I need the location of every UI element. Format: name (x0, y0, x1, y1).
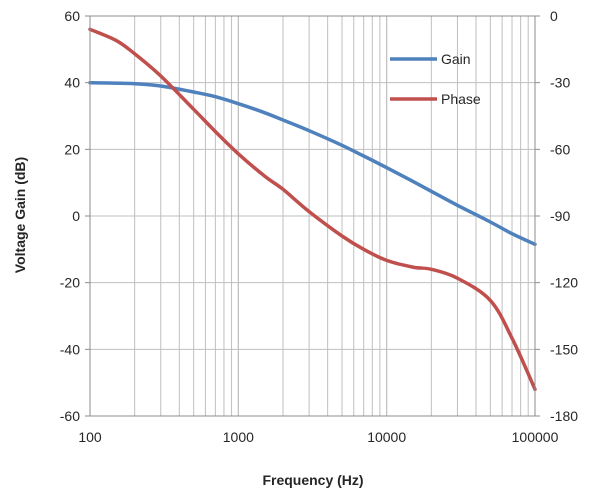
y2-tick-label: 0 (550, 8, 558, 24)
legend-label-phase: Phase (441, 91, 481, 107)
y-tick-label: 40 (64, 75, 80, 91)
y2-tick-label: -180 (550, 408, 578, 424)
y-axis-title: Voltage Gain (dB) (12, 157, 28, 273)
y-tick-label: 60 (64, 8, 80, 24)
y-tick-label: 0 (72, 208, 80, 224)
y2-tick-label: -60 (550, 141, 570, 157)
legend: Gain Phase (390, 51, 481, 107)
x-tick-label: 10000 (367, 429, 406, 445)
x-axis-title: Frequency (Hz) (262, 472, 363, 488)
series-line-phase (88, 27, 537, 392)
y2-tick-label: -120 (550, 275, 578, 291)
y-tick-label: -60 (60, 408, 80, 424)
y-tick-label: -40 (60, 341, 80, 357)
x-tick-label: 1000 (223, 429, 254, 445)
series-layer (88, 27, 537, 392)
x-tick-label: 100 (78, 429, 102, 445)
y2-tick-label: -150 (550, 341, 578, 357)
series-line-gain (88, 80, 537, 247)
y2-tick-label: -90 (550, 208, 570, 224)
y-tick-label: 20 (64, 141, 80, 157)
legend-label-gain: Gain (441, 51, 471, 67)
axes: 100 1000 10000 100000 60 40 20 0 -20 -40 -60 0 -30 -6… (60, 8, 578, 445)
y-tick-label: -20 (60, 275, 80, 291)
y2-tick-label: -30 (550, 75, 570, 91)
x-tick-label: 100000 (512, 429, 559, 445)
